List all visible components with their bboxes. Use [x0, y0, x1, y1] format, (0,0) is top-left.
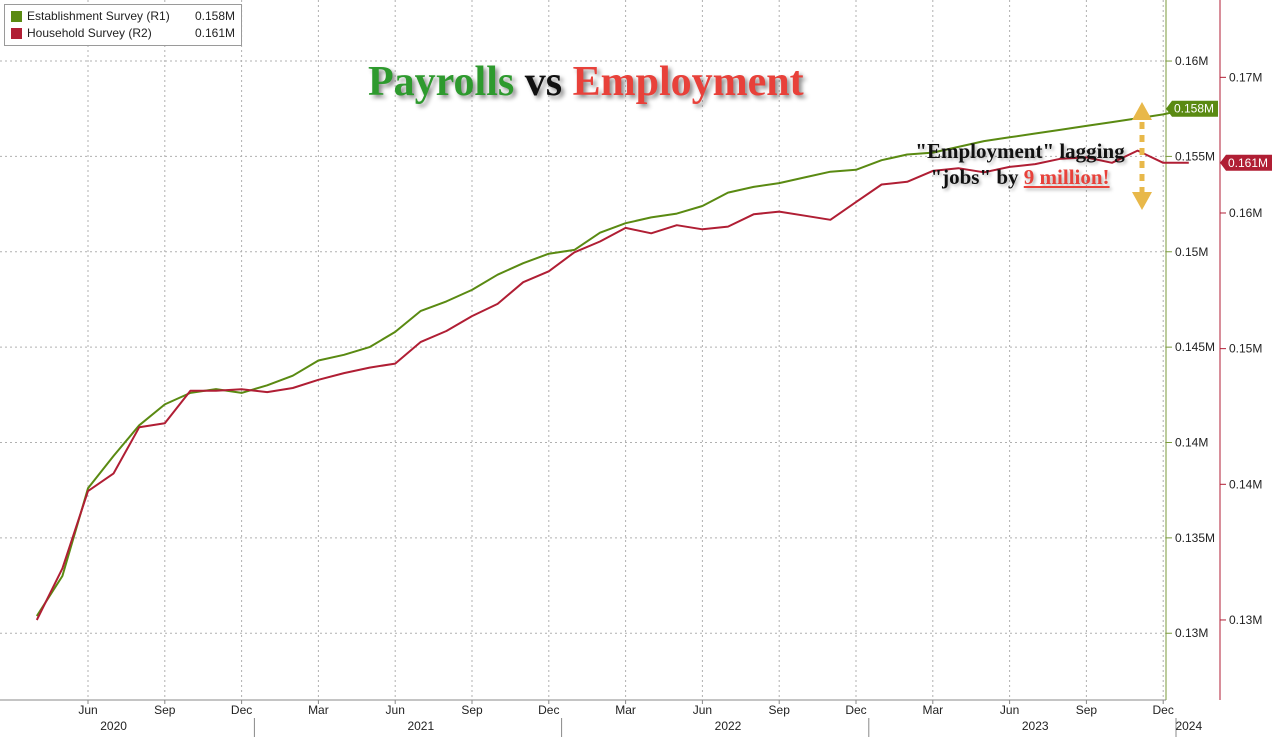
legend-label: Household Survey (R2)	[27, 26, 152, 40]
r2-tick-label: 0.13M	[1229, 613, 1262, 627]
x-month-label: Mar	[922, 703, 943, 717]
x-month-label: Sep	[1076, 703, 1098, 717]
series	[35, 107, 1190, 621]
r1-tick-label: 0.155M	[1175, 149, 1215, 163]
r2-tick-label: 0.17M	[1229, 70, 1262, 84]
last-value-label: 0.158M	[1174, 102, 1214, 116]
last-value-tag	[1220, 154, 1272, 171]
last-value-tag	[1166, 100, 1218, 117]
axes	[0, 0, 1221, 701]
last-value-label: 0.161M	[1228, 156, 1268, 170]
x-month-label: Mar	[615, 703, 636, 717]
x-month-label: Sep	[769, 703, 791, 717]
r1-tick-label: 0.14M	[1175, 436, 1208, 450]
x-month-label: Sep	[154, 703, 176, 717]
title-vs: vs	[524, 59, 563, 105]
legend-swatch	[11, 11, 22, 22]
annotation-line1: "Employment" lagging	[915, 139, 1125, 163]
legend-value: 0.161M	[195, 26, 236, 40]
title-employment: Employment	[572, 59, 804, 105]
x-year-label: 2024	[1175, 719, 1202, 733]
x-month-label: Dec	[231, 703, 252, 717]
gap-arrow	[1132, 102, 1152, 210]
gap-arrow-head-down	[1132, 192, 1152, 210]
legend-value: 0.158M	[195, 9, 236, 23]
labels: 0.13M 0.135M 0.14M 0.145M 0.15M 0.155M 0.16M 0.…	[78, 54, 1272, 737]
x-month-label: Jun	[386, 703, 405, 717]
legend: Establishment Survey (R1) 0.158M Househo…	[4, 4, 243, 46]
r1-tick-label: 0.16M	[1175, 54, 1208, 68]
r1-tick-label: 0.145M	[1175, 340, 1215, 354]
x-month-label: Jun	[693, 703, 712, 717]
x-year-label: 2022	[715, 719, 742, 733]
r1-tick-label: 0.15M	[1175, 245, 1208, 259]
series-line-household	[35, 149, 1189, 621]
annotation-line2: "jobs" by 9 million!	[880, 164, 1160, 190]
chart-title: Payrolls vs Employment	[368, 58, 804, 106]
annotation-highlight: 9 million!	[1023, 165, 1110, 189]
x-month-label: Dec	[1153, 703, 1174, 717]
r1-tick-label: 0.135M	[1175, 531, 1215, 545]
r2-tick-label: 0.16M	[1229, 206, 1262, 220]
r1-tick-label: 0.13M	[1175, 626, 1208, 640]
x-month-label: Dec	[538, 703, 559, 717]
r2-tick-label: 0.15M	[1229, 342, 1262, 356]
x-year-label: 2023	[1022, 719, 1049, 733]
x-year-label: 2020	[100, 719, 127, 733]
x-year-label: 2021	[407, 719, 434, 733]
legend-item-household: Household Survey (R2) 0.161M	[11, 25, 235, 42]
legend-label: Establishment Survey (R1)	[27, 9, 170, 23]
x-month-label: Jun	[1000, 703, 1019, 717]
gap-annotation: "Employment" lagging "jobs" by 9 million…	[880, 138, 1160, 190]
r2-tick-label: 0.14M	[1229, 477, 1262, 491]
grid	[0, 0, 1166, 700]
annotation-prefix: "jobs" by	[930, 165, 1019, 189]
legend-swatch	[11, 28, 22, 39]
x-month-label: Sep	[461, 703, 483, 717]
x-month-label: Mar	[308, 703, 329, 717]
gap-arrow-head-up	[1132, 102, 1152, 120]
legend-item-establishment: Establishment Survey (R1) 0.158M	[11, 8, 235, 25]
x-month-label: Dec	[845, 703, 866, 717]
x-month-label: Jun	[78, 703, 97, 717]
title-payrolls: Payrolls	[368, 59, 515, 105]
